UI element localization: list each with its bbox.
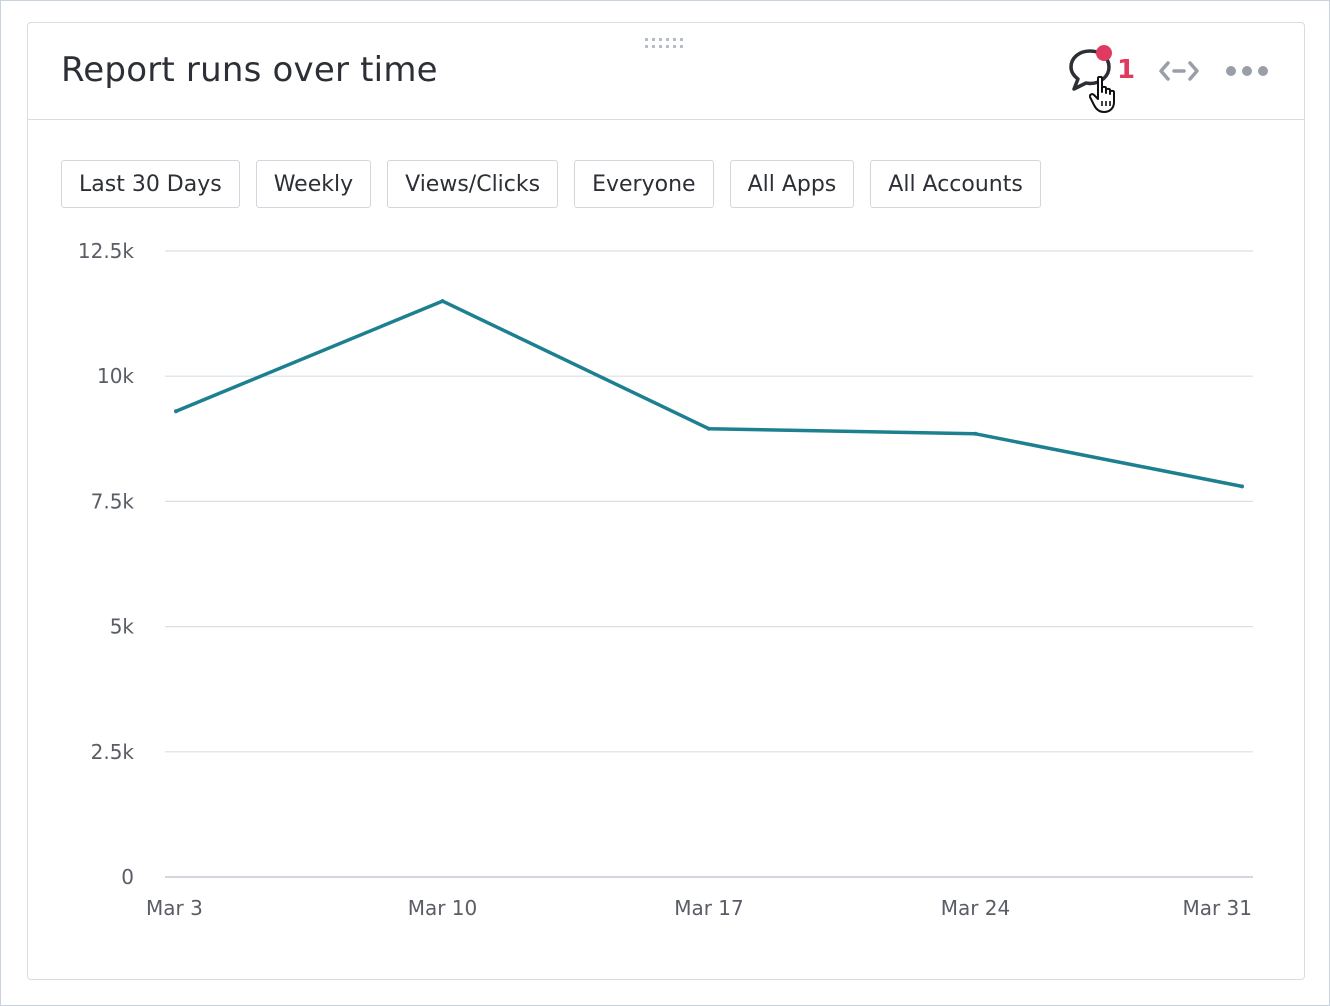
- comments-button[interactable]: 1: [1068, 45, 1138, 115]
- y-tick-label: 2.5k: [91, 740, 135, 764]
- more-options-icon[interactable]: [1225, 61, 1269, 81]
- x-tick-label: Mar 10: [408, 896, 478, 920]
- report-widget-card: Report runs over time 1: [27, 22, 1305, 980]
- y-tick-label: 5k: [110, 615, 135, 639]
- drag-handle-icon[interactable]: [645, 38, 689, 50]
- comment-count: 1: [1117, 55, 1136, 85]
- data-point: [707, 426, 711, 431]
- audience-filter[interactable]: Everyone: [574, 160, 714, 208]
- y-tick-label: 0: [121, 865, 134, 889]
- data-point: [174, 409, 178, 414]
- metric-filter[interactable]: Views/Clicks: [387, 160, 559, 208]
- comment-icon: [1069, 49, 1111, 91]
- filter-bar: Last 30 Days Weekly Views/Clicks Everyon…: [61, 160, 1041, 212]
- accounts-filter[interactable]: All Accounts: [870, 160, 1041, 208]
- series-line: [174, 299, 1244, 489]
- x-tick-label: Mar 31: [1182, 896, 1252, 920]
- data-point: [440, 299, 445, 304]
- expand-horizontal-icon[interactable]: [1158, 59, 1200, 83]
- widget-title: Report runs over time: [61, 50, 438, 90]
- x-tick-label: Mar 3: [146, 896, 203, 920]
- data-point: [1240, 484, 1244, 489]
- line-chart: 0 2.5k 5k 7.5k 10k 12.5k Mar 3 Mar 10 Mar 17 Mar …: [78, 239, 1253, 920]
- x-tick-label: Mar 17: [674, 896, 744, 920]
- widget-header: Report runs over time 1: [28, 23, 1304, 120]
- apps-filter[interactable]: All Apps: [729, 160, 855, 208]
- y-tick-label: 7.5k: [91, 489, 135, 513]
- y-tick-label: 12.5k: [78, 239, 135, 263]
- date-range-filter[interactable]: Last 30 Days: [61, 160, 240, 208]
- data-point: [973, 431, 978, 436]
- x-tick-label: Mar 24: [941, 896, 1011, 920]
- notification-dot: [1096, 45, 1112, 61]
- interval-filter[interactable]: Weekly: [255, 160, 372, 208]
- hand-pointer-icon: [1089, 75, 1115, 113]
- y-tick-label: 10k: [97, 364, 134, 388]
